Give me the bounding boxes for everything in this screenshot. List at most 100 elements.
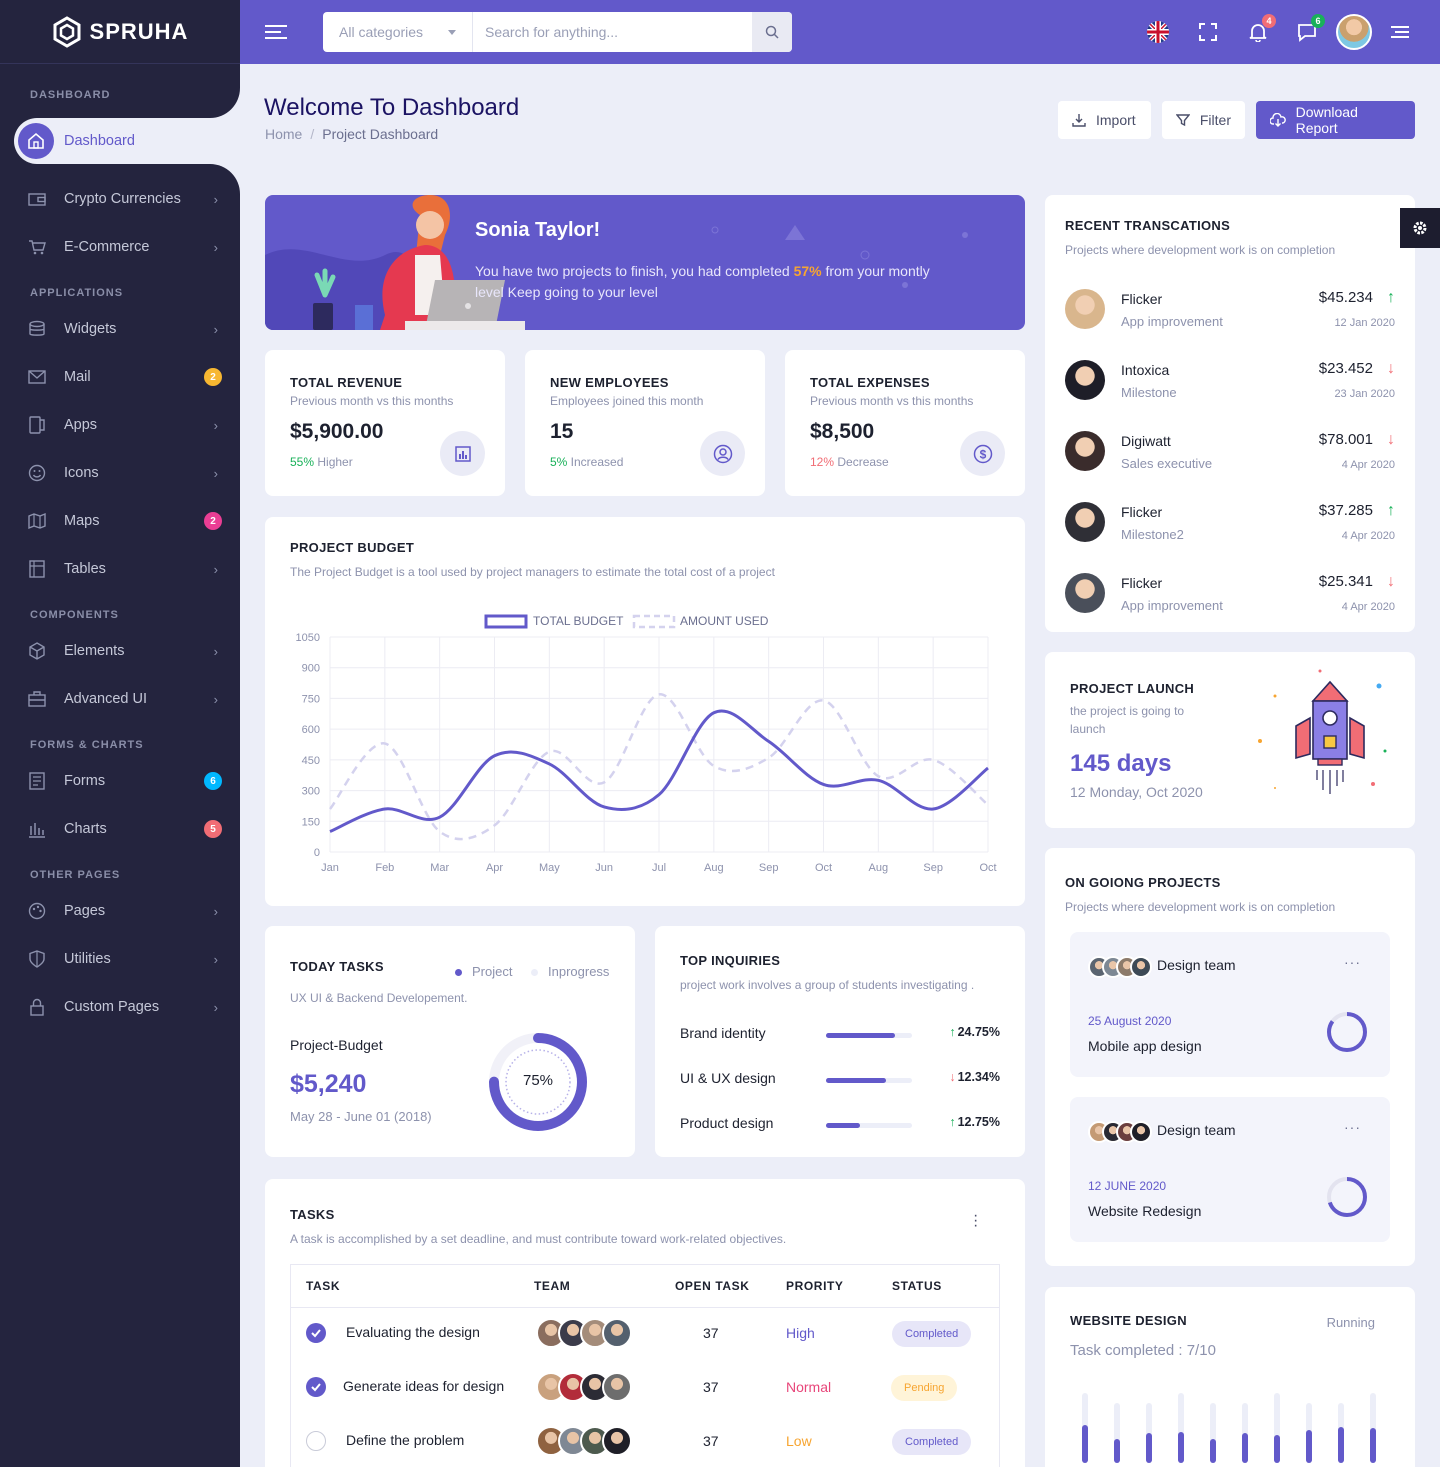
transaction-row[interactable]: Flicker App improvement $25.341 ↓ 4 Apr 2020 xyxy=(1065,573,1395,623)
filter-button[interactable]: Filter xyxy=(1162,101,1245,139)
website-progress-bar xyxy=(1338,1403,1344,1463)
more-vertical-icon[interactable]: · · · xyxy=(973,1207,979,1234)
search-button[interactable] xyxy=(752,12,792,52)
sidebar-item-mail[interactable]: Mail 2 xyxy=(0,355,240,399)
sidebar-item-advanced-ui[interactable]: Advanced UI › xyxy=(0,677,240,721)
briefcase-icon xyxy=(28,690,46,708)
transaction-date: 12 Jan 2020 xyxy=(1334,317,1395,329)
notification-bell-icon[interactable]: 4 xyxy=(1246,14,1276,44)
check-circle-icon[interactable] xyxy=(306,1377,326,1397)
breadcrumb-home[interactable]: Home xyxy=(265,126,303,142)
sidebar-item-label: E-Commerce xyxy=(64,239,150,255)
user-avatar[interactable] xyxy=(1336,14,1372,50)
open-task-count: 37 xyxy=(703,1379,719,1395)
search-input[interactable] xyxy=(473,12,752,52)
budget-value: $5,240 xyxy=(290,1070,367,1098)
avatar xyxy=(1130,1121,1152,1143)
ongoing-project-item[interactable]: Design team ··· 12 JUNE 2020 Website Redesi… xyxy=(1070,1097,1390,1242)
sidebar-item-forms[interactable]: Forms 6 xyxy=(0,759,240,803)
inquiry-row: UI & UX design ↓ 12.34% xyxy=(680,1070,1000,1090)
check-circle-icon[interactable] xyxy=(306,1323,326,1343)
sidebar-item-elements[interactable]: Elements › xyxy=(0,629,240,673)
ongoing-projects-card: ON GOIONG PROJECTS Projects where develo… xyxy=(1045,848,1415,1266)
sidebar-item-custom-pages[interactable]: Custom Pages › xyxy=(0,985,240,1029)
table-header: TASK xyxy=(306,1279,341,1293)
x-tick-label: Sep xyxy=(923,862,943,874)
settings-gear-icon[interactable] xyxy=(1400,208,1440,248)
cart-icon xyxy=(28,238,46,256)
side-menu-icon[interactable] xyxy=(1388,20,1412,44)
x-tick-label: Oct xyxy=(979,862,996,874)
x-tick-label: Sep xyxy=(759,862,779,874)
inquiry-percent-value: 12.34% xyxy=(957,1070,1000,1084)
stat-sub: Employees joined this month xyxy=(550,394,704,408)
website-progress-bar xyxy=(1178,1393,1184,1463)
card-subtitle: A task is accomplished by a set deadline… xyxy=(290,1232,787,1246)
banner-text-line2: level Keep going to your level xyxy=(475,284,658,300)
category-select[interactable]: All categories xyxy=(323,12,473,52)
inquiry-row: Brand identity ↑ 24.75% xyxy=(680,1025,1000,1045)
inquiry-percent: ↑ 12.75% xyxy=(949,1115,1000,1129)
more-options-icon[interactable]: ··· xyxy=(1344,1119,1361,1135)
transaction-row[interactable]: Flicker Milestone2 $37.285 ↑ 4 Apr 2020 xyxy=(1065,502,1395,552)
sidebar-item-icons[interactable]: Icons › xyxy=(0,451,240,495)
status-badge: Completed xyxy=(892,1429,972,1455)
brand-logo[interactable]: SPRUHA xyxy=(0,0,240,64)
sidebar-item-utilities[interactable]: Utilities › xyxy=(0,937,240,981)
arrow-down-icon: ↓ xyxy=(1387,431,1395,448)
empty-circle-icon[interactable] xyxy=(306,1431,326,1451)
stat-value: $8,500 xyxy=(810,420,875,443)
progress-arc xyxy=(1327,1177,1367,1217)
uk-flag-icon[interactable] xyxy=(1146,20,1170,44)
sidebar-item-maps[interactable]: Maps 2 xyxy=(0,499,240,543)
sidebar-item-widgets[interactable]: Widgets › xyxy=(0,307,240,351)
sidebar-item-dashboard[interactable]: Dashboard xyxy=(14,118,240,164)
sidebar-item-charts[interactable]: Charts 5 xyxy=(0,807,240,851)
website-progress-bar xyxy=(1082,1393,1088,1463)
transaction-amount: $25.341 xyxy=(1318,573,1373,590)
trend-arrow-icon: ↑ xyxy=(949,1025,956,1039)
card-subtitle: launch xyxy=(1070,722,1106,736)
sidebar-item-label: Crypto Currencies xyxy=(64,191,181,207)
breadcrumb-current: Project Dashboard xyxy=(322,126,439,142)
card-title: TODAY TASKS xyxy=(290,959,384,974)
filter-icon xyxy=(1176,114,1190,127)
sidebar-item-label: Widgets xyxy=(64,321,117,337)
inquiry-progress-bar xyxy=(826,1123,912,1128)
menu-toggle-icon[interactable] xyxy=(264,20,288,44)
ongoing-project-item[interactable]: Design team ··· 25 August 2020 Mobile app d… xyxy=(1070,932,1390,1077)
table-row: Generate ideas for design 37 Normal Pending xyxy=(291,1363,1001,1417)
inquiry-progress-bar xyxy=(826,1033,912,1038)
sidebar-badge: 5 xyxy=(204,820,222,838)
sidebar-item-crypto-currencies[interactable]: Crypto Currencies › xyxy=(0,177,240,221)
transaction-row[interactable]: Digiwatt Sales executive $78.001 ↓ 4 Apr 202… xyxy=(1065,431,1395,481)
sidebar-item-tables[interactable]: Tables › xyxy=(0,547,240,591)
avatar xyxy=(1130,956,1152,978)
transaction-name: Intoxica xyxy=(1121,362,1170,378)
budget-line-chart: 0 150 300 450 600 750 900 1050 Jan Feb Mar Apr May Ju… xyxy=(296,614,997,874)
section-title: OTHER PAGES xyxy=(30,869,121,881)
x-tick-label: Feb xyxy=(375,862,394,874)
fullscreen-icon[interactable] xyxy=(1196,20,1220,44)
import-button[interactable]: Import xyxy=(1058,101,1151,139)
transaction-row[interactable]: Flicker App improvement $45.234 ↑ 12 Jan 202… xyxy=(1065,289,1395,339)
sidebar-item-e-commerce[interactable]: E-Commerce › xyxy=(0,225,240,269)
chevron-right-icon: › xyxy=(213,643,218,659)
download-report-button[interactable]: Download Report xyxy=(1256,101,1415,139)
chart-icon xyxy=(28,820,46,838)
table-header: PRORITY xyxy=(786,1279,844,1293)
more-options-icon[interactable]: ··· xyxy=(1344,954,1361,970)
inquiry-percent-value: 12.75% xyxy=(957,1115,1000,1129)
inquiry-percent: ↓ 12.34% xyxy=(949,1070,1000,1084)
transaction-row[interactable]: Intoxica Milestone $23.452 ↓ 23 Jan 2020 xyxy=(1065,360,1395,410)
chat-icon[interactable]: 6 xyxy=(1295,14,1325,44)
task-completed-label: Task completed : 7/10 xyxy=(1070,1342,1216,1359)
status-badge: Completed xyxy=(892,1321,972,1347)
sidebar-item-pages[interactable]: Pages › xyxy=(0,889,240,933)
avatar xyxy=(602,1426,632,1456)
x-tick-label: Aug xyxy=(704,862,724,874)
svg-text:$: $ xyxy=(979,447,986,461)
avatar xyxy=(602,1372,632,1402)
sidebar-item-apps[interactable]: Apps › xyxy=(0,403,240,447)
website-progress-bar xyxy=(1242,1403,1248,1463)
